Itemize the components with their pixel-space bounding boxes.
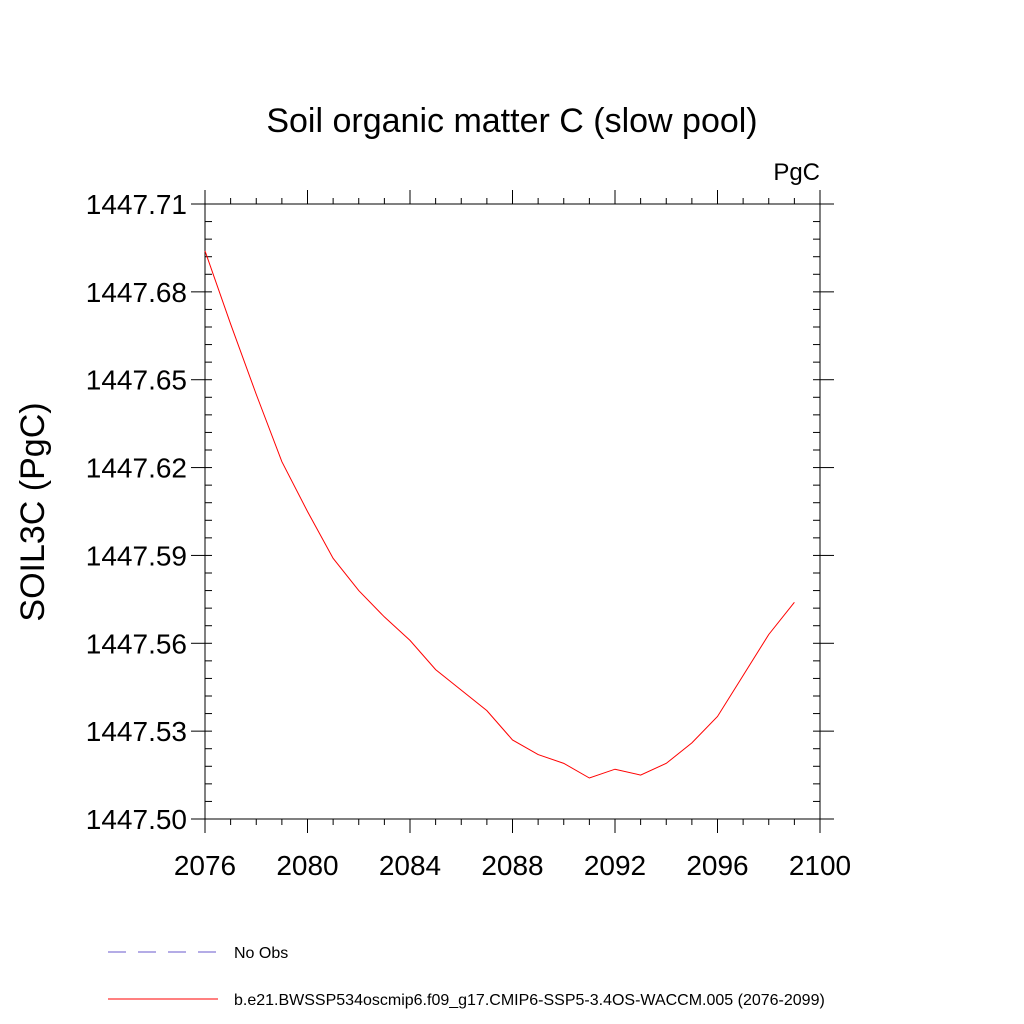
y-tick-labels: 1447.50 1447.53 1447.56 1447.59 1447.62 1447.…	[86, 189, 187, 835]
chart-title: Soil organic matter C (slow pool)	[266, 102, 757, 140]
x-tick-label: 2092	[584, 850, 646, 881]
y-major-ticks	[191, 203, 834, 820]
plot-frame	[204, 203, 821, 820]
y-tick-label: 1447.65	[86, 365, 187, 396]
units-label: PgC	[773, 159, 820, 186]
legend-label-1: b.e21.BWSSP534oscmip6.f09_g17.CMIP6-SSP5…	[234, 992, 825, 1009]
x-minor-ticks	[204, 198, 821, 825]
legend-label-0: No Obs	[234, 945, 288, 962]
x-tick-labels: 2076 2080 2084 2088 2092 2096 2100	[174, 850, 851, 881]
x-tick-label: 2080	[276, 850, 338, 881]
x-tick-label: 2084	[379, 850, 441, 881]
y-axis-label: SOIL3C (PgC)	[14, 402, 52, 621]
x-tick-label: 2100	[789, 850, 851, 881]
y-tick-label: 1447.62	[86, 453, 187, 484]
plot-area: 1447.50 1447.53 1447.56 1447.59 1447.62 1447.…	[86, 189, 851, 881]
y-tick-label: 1447.59	[86, 540, 187, 571]
x-major-ticks	[204, 190, 821, 833]
y-tick-label: 1447.53	[86, 716, 187, 747]
y-tick-label: 1447.56	[86, 628, 187, 659]
legend: No Obs b.e21.BWSSP534oscmip6.f09_g17.CMIP…	[108, 945, 825, 1009]
series-line-1	[204, 250, 795, 779]
y-tick-label: 1447.71	[86, 189, 187, 220]
y-tick-label: 1447.68	[86, 277, 187, 308]
y-minor-ticks	[205, 203, 820, 820]
x-tick-label: 2076	[174, 850, 236, 881]
series-layer	[204, 250, 795, 779]
x-tick-label: 2096	[686, 850, 748, 881]
x-tick-label: 2088	[481, 850, 543, 881]
y-tick-label: 1447.50	[86, 804, 187, 835]
